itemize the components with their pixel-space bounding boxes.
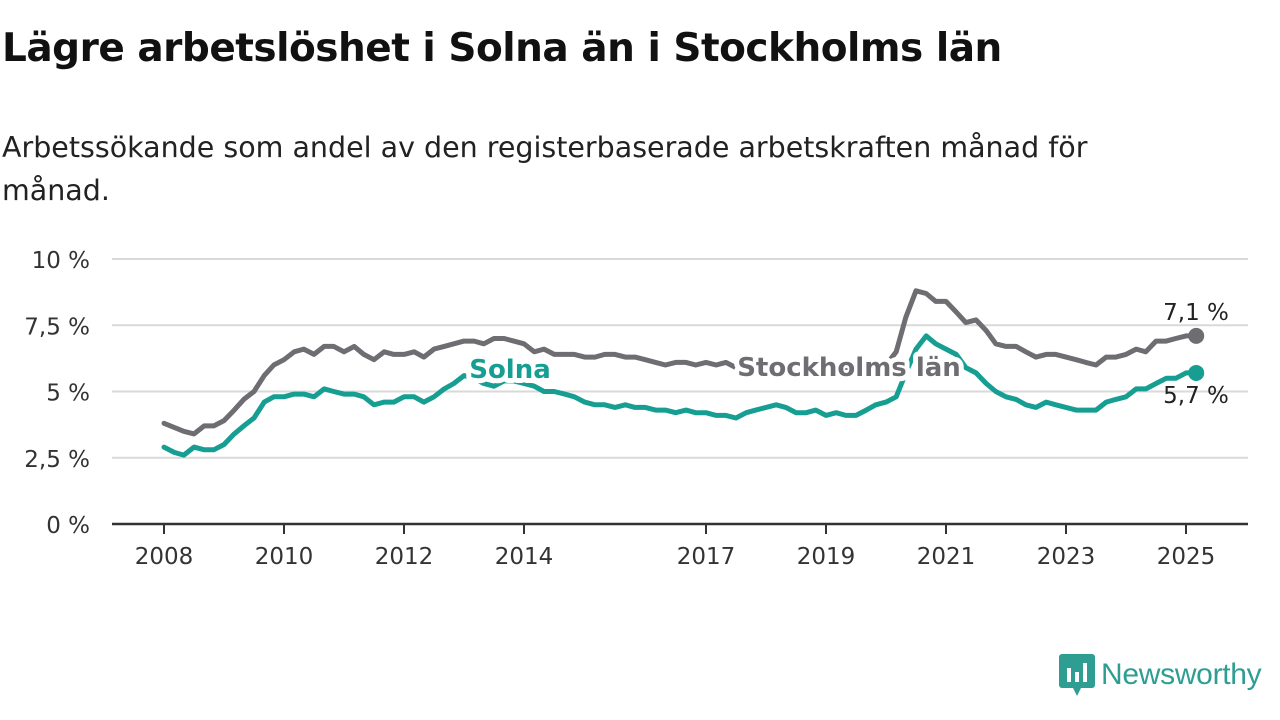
x-tick-label: 2019 [797,544,856,570]
end-label-solna: 5,7 % [1163,383,1229,409]
end-point-solna [1188,364,1205,381]
line-chart: 0 % 2,5 % 5 % 7,5 % 10 % 2008 2010 2012 2014 2017… [24,248,1248,570]
y-tick-label: 0 % [46,513,90,539]
series-line-stockholms-l-n [161,288,1199,437]
y-tick-label: 5 % [46,381,90,407]
chart-subtitle: Arbetssökande som andel av den registerb… [2,131,1088,207]
newsworthy-logo-icon [1059,654,1095,696]
y-tick-label: 7,5 % [24,314,90,340]
x-tick-label: 2014 [495,544,554,570]
y-tick-label: 2,5 % [24,447,90,473]
brand-name: Newsworthy [1101,658,1262,691]
series-label-solna: Solna [469,355,551,385]
x-tick-label: 2025 [1157,544,1216,570]
newsworthy-logo: Newsworthy [1059,654,1262,696]
y-tick-label: 10 % [32,248,90,274]
end-label-stockholms-l-n: 7,1 % [1163,300,1229,326]
chart-title: Lägre arbetslöshet i Solna än i Stockhol… [2,26,1002,71]
series-label-stockholms-l-n: Stockholms län [737,353,961,383]
x-tick-label: 2012 [375,544,434,570]
x-tick-label: 2008 [135,544,194,570]
series-line-solna [161,333,1199,458]
x-tick-label: 2021 [917,544,976,570]
x-tick-label: 2010 [255,544,314,570]
x-tick-label: 2017 [677,544,736,570]
end-point-stockholms-l-n [1188,327,1205,344]
x-tick-label: 2023 [1037,544,1096,570]
